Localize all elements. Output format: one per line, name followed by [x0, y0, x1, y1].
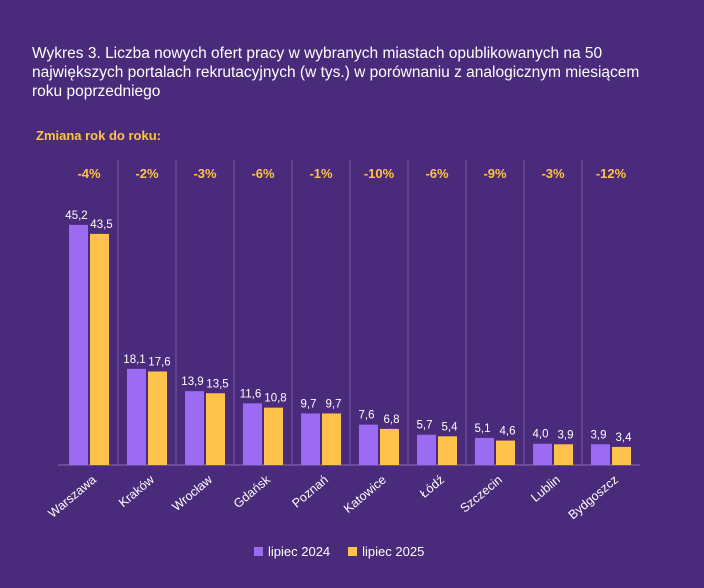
- bar-2024: [243, 403, 262, 465]
- bar-2025: [612, 446, 631, 465]
- data-label-2024: 5,7: [417, 420, 433, 432]
- chart-title: Wykres 3. Liczba nowych ofert pracy w wy…: [32, 45, 640, 100]
- yoy-change-label: -4%: [77, 166, 101, 181]
- bar-2025: [554, 444, 573, 465]
- legend-item-2025: lipiec 2025: [348, 544, 424, 559]
- category-label: Bydgoszcz: [566, 473, 621, 523]
- yoy-change-label: -12%: [596, 166, 627, 181]
- bar-2025: [206, 393, 225, 465]
- legend-item-2024: lipiec 2024: [254, 544, 330, 559]
- data-label-2024: 18,1: [123, 354, 145, 366]
- bar-2025: [380, 428, 399, 465]
- yoy-change-label: -9%: [483, 166, 507, 181]
- yoy-label: Zmiana rok do roku:: [36, 128, 161, 143]
- bar-2025: [148, 371, 167, 465]
- legend-swatch-2025: [348, 547, 358, 556]
- legend-swatch-2024: [254, 547, 263, 556]
- category-label: Wrocław: [169, 472, 215, 514]
- bar-2024: [475, 437, 494, 465]
- legend-label-2024: lipiec 2024: [268, 544, 331, 559]
- data-label-2024: 5,1: [475, 423, 491, 435]
- bar-2024: [359, 424, 378, 465]
- data-label-2024: 4,0: [533, 429, 549, 441]
- yoy-change-label: -6%: [251, 166, 275, 181]
- yoy-change-label: -3%: [193, 166, 217, 181]
- data-label-2024: 13,9: [181, 376, 203, 388]
- data-label-2025: 13,5: [206, 378, 228, 390]
- data-label-2025: 17,6: [148, 356, 170, 368]
- category-label: Lublin: [528, 473, 563, 505]
- category-label: Warszawa: [46, 473, 99, 521]
- data-label-2025: 3,4: [616, 432, 633, 444]
- bar-2024: [185, 391, 204, 465]
- category-label: Gdańsk: [231, 472, 274, 511]
- category-label: Łódź: [417, 473, 447, 501]
- data-label-2024: 45,2: [65, 210, 87, 222]
- bar-2024: [591, 444, 610, 465]
- legend: lipiec 2024 lipiec 2025: [254, 544, 424, 559]
- data-label-2024: 11,6: [240, 388, 262, 400]
- bar-2024: [301, 413, 320, 465]
- category-label: Poznań: [289, 473, 331, 511]
- bar-2024: [127, 368, 146, 465]
- bar-2025: [322, 413, 341, 465]
- yoy-change-label: -6%: [425, 166, 449, 181]
- data-label-2025: 5,4: [442, 421, 459, 433]
- bar-2024: [69, 224, 88, 465]
- data-label-2025: 4,6: [500, 426, 516, 438]
- category-label: Kraków: [116, 472, 158, 510]
- bar-2025: [264, 407, 283, 465]
- bar-2025: [438, 436, 457, 465]
- bar-2025: [496, 440, 515, 465]
- yoy-change-label: -2%: [135, 166, 159, 181]
- category-label: Szczecin: [458, 473, 505, 516]
- data-label-2025: 6,8: [384, 414, 400, 426]
- data-label-2025: 43,5: [90, 219, 112, 231]
- legend-label-2025: lipiec 2025: [362, 544, 425, 559]
- data-label-2025: 3,9: [558, 429, 574, 441]
- data-label-2024: 3,9: [591, 429, 607, 441]
- yoy-change-label: -1%: [309, 166, 333, 181]
- data-label-2025: 9,7: [326, 398, 342, 410]
- data-label-2024: 9,7: [301, 398, 317, 410]
- data-label-2025: 10,8: [264, 393, 286, 405]
- data-label-2024: 7,6: [359, 410, 375, 422]
- yoy-change-label: -10%: [364, 166, 395, 181]
- category-label: Katowice: [341, 473, 389, 516]
- yoy-change-label: -3%: [541, 166, 565, 181]
- bar-2024: [417, 434, 436, 465]
- bar-2025: [90, 233, 109, 465]
- bar-2024: [533, 443, 552, 465]
